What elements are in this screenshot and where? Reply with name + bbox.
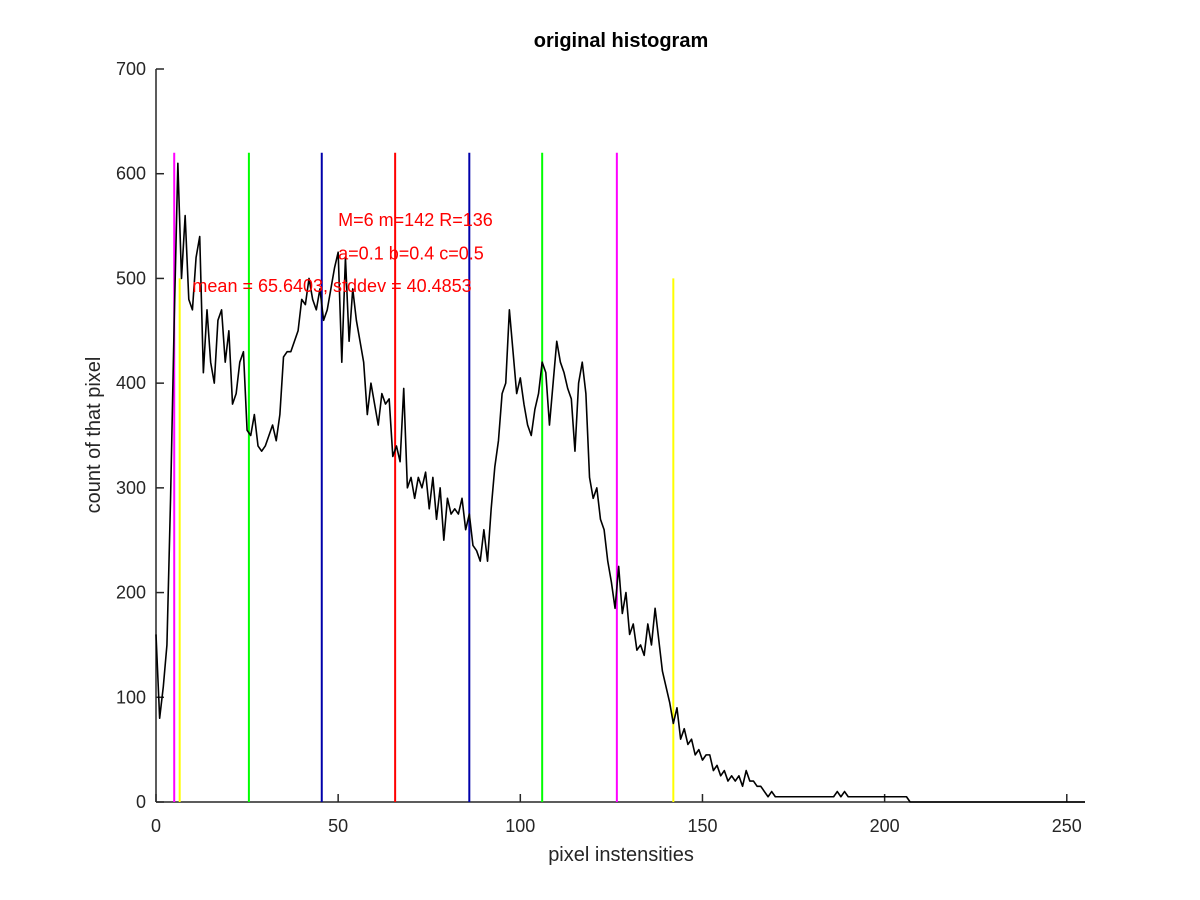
annotation-text: mean = 65.6403, stddev = 40.4853 [192,276,471,296]
x-tick-label: 200 [870,816,900,836]
y-tick-label: 700 [116,59,146,79]
y-tick-label: 600 [116,164,146,184]
x-axis-label: pixel instensities [548,844,694,866]
y-tick-label: 100 [116,687,146,707]
x-tick-label: 150 [687,816,717,836]
annotation-text: a=0.1 b=0.4 c=0.5 [338,244,484,264]
histogram-line [155,162,1085,803]
x-tick-label: 100 [505,816,535,836]
plot-area: 0 50 100 150 200 250 0 100 200 300 400 500 600 700 M=6… [116,59,1085,836]
y-tick-label: 500 [116,268,146,288]
annotation-text: M=6 m=142 R=136 [338,210,493,230]
chart-title: original histogram [534,30,708,52]
x-tick-label: 0 [151,816,161,836]
y-tick-label: 200 [116,583,146,603]
y-tick-label: 400 [116,373,146,393]
x-tick-label: 250 [1052,816,1082,836]
y-axis-label: count of that pixel [83,357,105,514]
y-tick-label: 0 [136,792,146,812]
y-tick-label: 300 [116,478,146,498]
x-tick-label: 50 [328,816,348,836]
